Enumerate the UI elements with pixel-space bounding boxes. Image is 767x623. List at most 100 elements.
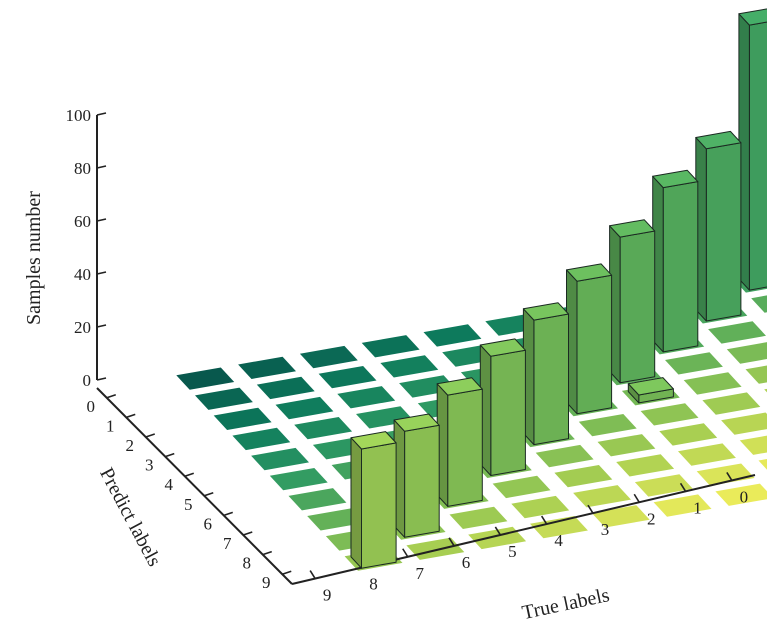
z-tick [96, 324, 107, 328]
bar-front-face [361, 442, 397, 569]
z-tick-label: 100 [66, 106, 92, 125]
x-tick [587, 504, 594, 514]
floor-tile [176, 367, 235, 390]
floor-tile [764, 388, 767, 393]
x-tick-label: 7 [416, 564, 425, 583]
y-axis-title: Predict labels [95, 464, 165, 570]
floor-tile [758, 459, 767, 470]
floor-tile [578, 414, 637, 437]
floor-tile [683, 372, 742, 395]
bar-front-face [576, 274, 613, 415]
floor-tile [726, 342, 767, 364]
bar-top-face [479, 338, 526, 357]
bar-predict-6-true-6 [479, 338, 526, 476]
bar-predict-0-true-0 [738, 8, 767, 291]
floor-tile [380, 355, 439, 378]
x-tick-label: 6 [462, 553, 471, 572]
floor-tile [653, 494, 712, 517]
y-tick [281, 570, 292, 575]
y-tick [184, 472, 195, 477]
y-tick [223, 511, 234, 517]
x-tick [402, 548, 409, 558]
floor-tile [696, 463, 755, 486]
floor-tile [535, 444, 594, 468]
y-tick [125, 413, 136, 419]
floor-tile [659, 423, 718, 446]
y-tick-label: 9 [262, 573, 271, 592]
bar-front-face [705, 142, 742, 322]
bar-front-face [533, 313, 569, 446]
bars [350, 8, 767, 569]
floor-tile [238, 356, 296, 379]
bar-front-face [447, 388, 483, 507]
bar-top-face [350, 431, 397, 450]
z-tick [96, 165, 107, 169]
z-tick-label: 0 [83, 371, 92, 390]
z-tick [96, 377, 107, 381]
x-tick [679, 482, 687, 492]
y-tick [106, 394, 117, 399]
y-tick-label: 4 [165, 475, 174, 494]
floor-tile [554, 465, 613, 488]
x-tick-label: 4 [554, 531, 563, 550]
floor-tile [616, 454, 675, 477]
y-tick-label: 1 [106, 416, 115, 435]
z-tick [96, 112, 107, 116]
z-tick-label: 60 [74, 212, 91, 231]
bar-top-face [609, 219, 656, 238]
x-tick-label: 1 [693, 498, 702, 517]
z-axis-title: Samples number [23, 191, 45, 325]
floor-tile [318, 366, 377, 389]
floor-tile [288, 488, 347, 511]
bar-top-face [393, 413, 440, 432]
x-tick [309, 570, 316, 579]
x-tick [540, 515, 548, 525]
floor-tile [406, 537, 465, 560]
floor-tile [275, 396, 334, 420]
y-tick [164, 452, 175, 458]
bar-front-face [404, 424, 440, 538]
floor-tile [449, 506, 508, 529]
x-tick-label: 8 [369, 575, 378, 594]
x-tick-label: 2 [647, 509, 656, 528]
floor-tile [251, 447, 309, 471]
x-tick-label: 0 [740, 487, 749, 506]
x-tick-label: 5 [508, 542, 517, 561]
floor-tile [361, 335, 420, 358]
y-tick-label: 0 [87, 397, 96, 416]
bar-predict-1-true-1 [695, 130, 742, 322]
bar-front-face [619, 230, 656, 384]
z-tick [96, 271, 107, 275]
bar-predict-9-true-9 [350, 431, 397, 569]
floor-tile [739, 435, 767, 455]
bar-top-face [522, 302, 569, 321]
floor-tile [256, 376, 315, 400]
bar-top-face [738, 8, 767, 26]
x-tick [633, 493, 640, 503]
x-axis-title: True labels [520, 584, 612, 623]
bar-top-face [695, 130, 742, 150]
floor-tile [232, 427, 291, 451]
bar-front-face [490, 349, 526, 476]
floor-tile [721, 412, 767, 435]
y-tick [145, 433, 156, 438]
z-tick-label: 40 [74, 265, 91, 284]
z-tick-label: 80 [74, 159, 91, 178]
z-tick [96, 218, 107, 222]
bar-front-face [748, 21, 767, 291]
floor-tile [423, 324, 482, 347]
bar-top-face [436, 377, 483, 396]
floor-tile [751, 295, 767, 313]
floor-tile [195, 387, 253, 410]
floor-tile [678, 443, 736, 466]
bar-top-face [566, 263, 613, 282]
floor-tile [708, 321, 766, 344]
floor-tile [597, 434, 656, 457]
bar-predict-4-true-4 [566, 263, 613, 415]
z-tick-label: 20 [74, 318, 91, 337]
x-tick-label: 9 [323, 586, 332, 605]
y-tick-label: 8 [243, 554, 252, 573]
floor-tile [573, 485, 631, 508]
